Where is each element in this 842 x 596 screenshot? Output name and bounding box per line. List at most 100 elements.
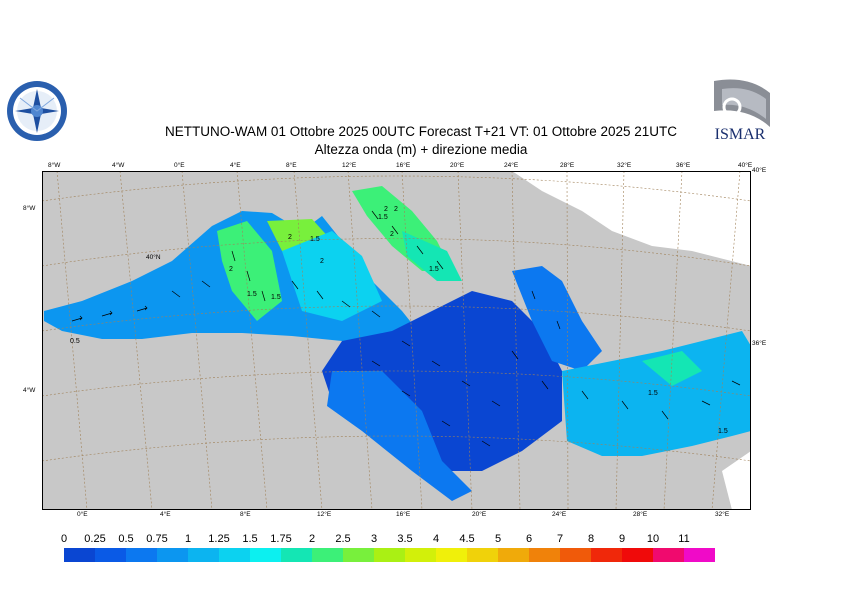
colorbar-swatch bbox=[529, 548, 560, 562]
colorbar-label: 0.75 bbox=[146, 533, 168, 545]
colorbar-label: 9 bbox=[618, 533, 626, 545]
adriatic-south bbox=[402, 231, 462, 281]
contour-label: 2 bbox=[320, 258, 324, 265]
lon-label-top: 40°E bbox=[738, 162, 753, 169]
colorbar-swatch bbox=[560, 548, 591, 562]
colorbar-swatch bbox=[653, 548, 684, 562]
lon-label-top: 4°E bbox=[230, 162, 241, 169]
colorbar-label: 8 bbox=[587, 533, 595, 545]
lon-label-top: 12°E bbox=[342, 162, 357, 169]
colorbar-label: 2.5 bbox=[335, 533, 351, 545]
colorbar-swatch bbox=[250, 548, 281, 562]
lat-label-left: 8°W bbox=[23, 205, 36, 212]
ismar-logo-text: ISMAR bbox=[715, 126, 766, 143]
colorbar bbox=[64, 548, 715, 562]
colorbar-label: 11 bbox=[678, 533, 690, 545]
agency-seal-logo bbox=[7, 81, 67, 141]
colorbar-swatch bbox=[157, 548, 188, 562]
lon-label-bottom: 4°E bbox=[160, 511, 171, 518]
lon-label-top: 8°W bbox=[48, 162, 61, 169]
lon-label-top: 20°E bbox=[450, 162, 465, 169]
colorbar-swatch bbox=[219, 548, 250, 562]
colorbar-swatch bbox=[374, 548, 405, 562]
contour-label: 1.5 bbox=[429, 266, 439, 273]
colorbar-label: 4 bbox=[432, 533, 440, 545]
contour-label: 2 bbox=[384, 206, 388, 213]
contour-labels: 2 1.5 2 2 1.5 2 1.5 2 1.5 1.5 0.5 1.5 2 … bbox=[70, 206, 728, 435]
lat-label-left: 40°N bbox=[146, 254, 161, 261]
lat-label-right: 40°E bbox=[752, 167, 767, 174]
colorbar-swatch bbox=[405, 548, 436, 562]
levantine-sea bbox=[562, 331, 751, 456]
colorbar-swatch bbox=[188, 548, 219, 562]
lon-label-top: 36°E bbox=[676, 162, 691, 169]
contour-label: 1.5 bbox=[271, 294, 281, 301]
aegean-sea bbox=[512, 266, 602, 371]
colorbar-label: 2 bbox=[308, 533, 316, 545]
colorbar-swatch bbox=[312, 548, 343, 562]
colorbar-label: 0 bbox=[60, 533, 68, 545]
colorbar-swatch bbox=[498, 548, 529, 562]
lon-label-top: 24°E bbox=[504, 162, 519, 169]
colorbar-swatch bbox=[684, 548, 715, 562]
colorbar-swatch bbox=[64, 548, 95, 562]
central-shelf bbox=[327, 371, 472, 501]
contour-label: 1.5 bbox=[648, 390, 658, 397]
lon-label-bottom: 16°E bbox=[396, 511, 411, 518]
colorbar-label: 1.5 bbox=[242, 533, 258, 545]
contour-label: 1.5 bbox=[378, 214, 388, 221]
colorbar-swatch bbox=[343, 548, 374, 562]
colorbar-swatch bbox=[126, 548, 157, 562]
contour-label: 1.5 bbox=[247, 291, 257, 298]
wave-height-map: 2 1.5 2 2 1.5 2 1.5 2 1.5 1.5 0.5 1.5 2 … bbox=[42, 171, 751, 510]
colorbar-label: 0.25 bbox=[84, 533, 106, 545]
black-sea-region bbox=[512, 171, 751, 266]
ismar-logo: ISMAR bbox=[708, 79, 772, 143]
contour-label: 0.5 bbox=[70, 338, 80, 345]
lon-label-bottom: 0°E bbox=[77, 511, 88, 518]
direction-arrows bbox=[71, 210, 741, 447]
colorbar-swatch bbox=[95, 548, 126, 562]
colorbar-label: 6 bbox=[525, 533, 533, 545]
contour-label: 1.5 bbox=[718, 428, 728, 435]
lon-label-bottom: 20°E bbox=[472, 511, 487, 518]
red-sea-region bbox=[722, 451, 751, 510]
lon-label-top: 0°E bbox=[174, 162, 185, 169]
lon-label-top: 4°W bbox=[112, 162, 125, 169]
colorbar-label: 7 bbox=[556, 533, 564, 545]
colorbar-label: 1 bbox=[184, 533, 192, 545]
lon-label-top: 8°E bbox=[286, 162, 297, 169]
lat-label-left: 4°W bbox=[23, 387, 36, 394]
colorbar-label: 10 bbox=[646, 533, 660, 545]
colorbar-label: 1.75 bbox=[270, 533, 292, 545]
colorbar-label: 3 bbox=[370, 533, 378, 545]
contour-label: 1.5 bbox=[310, 236, 320, 243]
colorbar-label: 4.5 bbox=[459, 533, 475, 545]
contour-label: 2 bbox=[229, 266, 233, 273]
lon-label-bottom: 12°E bbox=[317, 511, 332, 518]
lon-label-bottom: 28°E bbox=[633, 511, 648, 518]
cyprus-high bbox=[642, 351, 702, 386]
tyrrhenian-sea bbox=[282, 231, 382, 321]
lon-label-bottom: 32°E bbox=[715, 511, 730, 518]
contour-label: 2 bbox=[394, 206, 398, 213]
colorbar-swatch bbox=[591, 548, 622, 562]
lon-label-bottom: 8°E bbox=[240, 511, 251, 518]
colorbar-label: 5 bbox=[494, 533, 502, 545]
colorbar-swatch bbox=[436, 548, 467, 562]
colorbar-swatch bbox=[622, 548, 653, 562]
lon-label-top: 28°E bbox=[560, 162, 575, 169]
gulf-of-lion-high bbox=[217, 221, 282, 321]
lon-label-bottom: 24°E bbox=[552, 511, 567, 518]
graticule bbox=[42, 171, 751, 510]
lat-label-right: 36°E bbox=[752, 340, 767, 347]
contour-label: 2 bbox=[390, 231, 394, 238]
lon-label-top: 32°E bbox=[617, 162, 632, 169]
colorbar-swatch bbox=[281, 548, 312, 562]
colorbar-label: 1.25 bbox=[208, 533, 230, 545]
map-title: NETTUNO-WAM 01 Ottobre 2025 00UTC Foreca… bbox=[164, 124, 678, 139]
colorbar-label: 3.5 bbox=[397, 533, 413, 545]
colorbar-label: 0.5 bbox=[118, 533, 134, 545]
lon-label-top: 16°E bbox=[396, 162, 411, 169]
colorbar-swatch bbox=[467, 548, 498, 562]
